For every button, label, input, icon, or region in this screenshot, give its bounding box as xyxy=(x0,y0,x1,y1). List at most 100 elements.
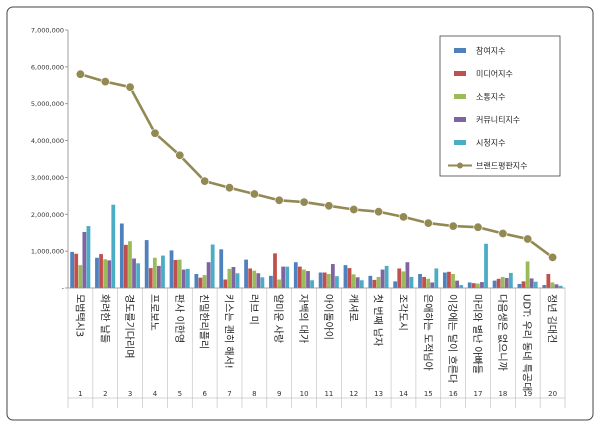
bar-2 xyxy=(223,279,228,288)
brand-index-point xyxy=(200,176,210,186)
bar-1 xyxy=(368,275,373,288)
category-label: UDT: 우리 동네 특공대 xyxy=(521,294,533,391)
bar-1 xyxy=(119,223,124,288)
bar-3 xyxy=(152,257,157,288)
bar-3 xyxy=(376,276,381,288)
bar-2 xyxy=(521,281,526,288)
bar-5 xyxy=(558,285,563,288)
bar-2 xyxy=(322,272,327,288)
bar-4 xyxy=(231,266,236,288)
category-label: 판사 이한영 xyxy=(173,294,185,343)
bar-3 xyxy=(475,283,480,288)
brand-index-point xyxy=(423,218,433,228)
legend-swatch xyxy=(454,48,466,53)
bar-4 xyxy=(504,278,509,288)
bar-2 xyxy=(124,244,128,288)
bar-4 xyxy=(281,266,286,288)
bar-4 xyxy=(529,278,534,288)
category-index: 10 xyxy=(300,390,309,398)
bar-1 xyxy=(343,265,348,288)
category-index: 7 xyxy=(227,390,231,398)
category-label: 프로보노 xyxy=(148,294,160,331)
legend-label: 미디어지수 xyxy=(476,69,513,79)
bar-5 xyxy=(335,276,339,288)
bar-4 xyxy=(206,262,211,288)
category-label: 첫 번째 남자 xyxy=(372,294,384,346)
brand-index-point xyxy=(523,234,533,244)
bar-3 xyxy=(227,268,232,288)
category-index: 3 xyxy=(128,390,132,398)
bar-5 xyxy=(533,281,538,288)
category-index: 12 xyxy=(349,390,358,398)
category-index: 1 xyxy=(78,390,82,398)
category-label: 마리와 별난 아빠들 xyxy=(471,294,483,374)
bar-5 xyxy=(285,266,290,288)
bar-5 xyxy=(260,277,265,288)
category-label: 캐셔로 xyxy=(347,294,359,322)
y-tick-label: 1,000,000 xyxy=(31,248,64,256)
bar-2 xyxy=(198,277,203,288)
bar-4 xyxy=(355,277,360,288)
bar-5 xyxy=(136,263,141,288)
bar-1 xyxy=(70,251,75,288)
bar-1 xyxy=(517,283,522,288)
bar-4 xyxy=(330,264,335,288)
bar-2 xyxy=(347,268,352,288)
bar-5 xyxy=(235,273,240,288)
legend-swatch xyxy=(454,140,466,145)
category-index: 14 xyxy=(399,390,408,398)
category-index: 18 xyxy=(498,390,507,398)
category-index: 4 xyxy=(153,390,158,398)
category-label: 이강에는 달이 흐른다 xyxy=(446,294,458,383)
brand-index-point xyxy=(150,128,160,138)
brand-index-point xyxy=(299,197,309,207)
bar-1 xyxy=(318,272,323,288)
brand-index-point xyxy=(175,150,185,160)
bar-1 xyxy=(95,257,99,288)
bar-4 xyxy=(82,231,87,288)
category-index: 17 xyxy=(474,390,483,398)
bar-1 xyxy=(492,280,497,288)
category-index: 2 xyxy=(103,390,107,398)
category-index: 15 xyxy=(424,390,433,398)
category-label: 친밀한리플리 xyxy=(198,294,210,349)
bar-5 xyxy=(409,276,414,288)
brand-index-point xyxy=(548,252,558,262)
brand-index-point xyxy=(349,205,359,215)
brand-index-point xyxy=(324,201,334,211)
brand-index-point xyxy=(398,212,408,222)
bar-2 xyxy=(397,268,402,288)
bar-2 xyxy=(422,276,426,288)
bar-2 xyxy=(297,266,302,288)
brand-index-point xyxy=(125,82,135,92)
bar-5 xyxy=(384,265,389,288)
bar-5 xyxy=(111,204,116,288)
legend-swatch xyxy=(454,71,466,76)
bar-5 xyxy=(161,255,165,288)
legend-marker xyxy=(457,162,463,169)
bar-1 xyxy=(169,250,174,288)
bar-5 xyxy=(434,268,439,288)
category-label: 조각도시 xyxy=(397,294,409,331)
bar-1 xyxy=(194,273,199,288)
legend-label: 커뮤니티지수 xyxy=(476,115,520,125)
bar-5 xyxy=(484,243,488,288)
bar-3 xyxy=(277,279,281,288)
bar-2 xyxy=(99,254,103,288)
legend-label: 브랜드평판지수 xyxy=(476,161,528,171)
bar-3 xyxy=(550,282,555,288)
bar-1 xyxy=(418,273,422,288)
brand-index-point xyxy=(274,195,284,205)
bar-3 xyxy=(202,275,207,288)
category-index: 16 xyxy=(449,390,458,398)
category-label: 자백의 대가 xyxy=(297,294,309,343)
bar-4 xyxy=(430,282,435,288)
legend-label: 참여지수 xyxy=(476,46,505,56)
legend-label: 소통지수 xyxy=(476,93,505,102)
bar-5 xyxy=(459,285,464,288)
brand-index-point xyxy=(498,229,508,239)
bar-3 xyxy=(177,259,182,288)
category-label: 키스는 괜히 해서! xyxy=(223,294,236,369)
bar-5 xyxy=(359,280,364,288)
